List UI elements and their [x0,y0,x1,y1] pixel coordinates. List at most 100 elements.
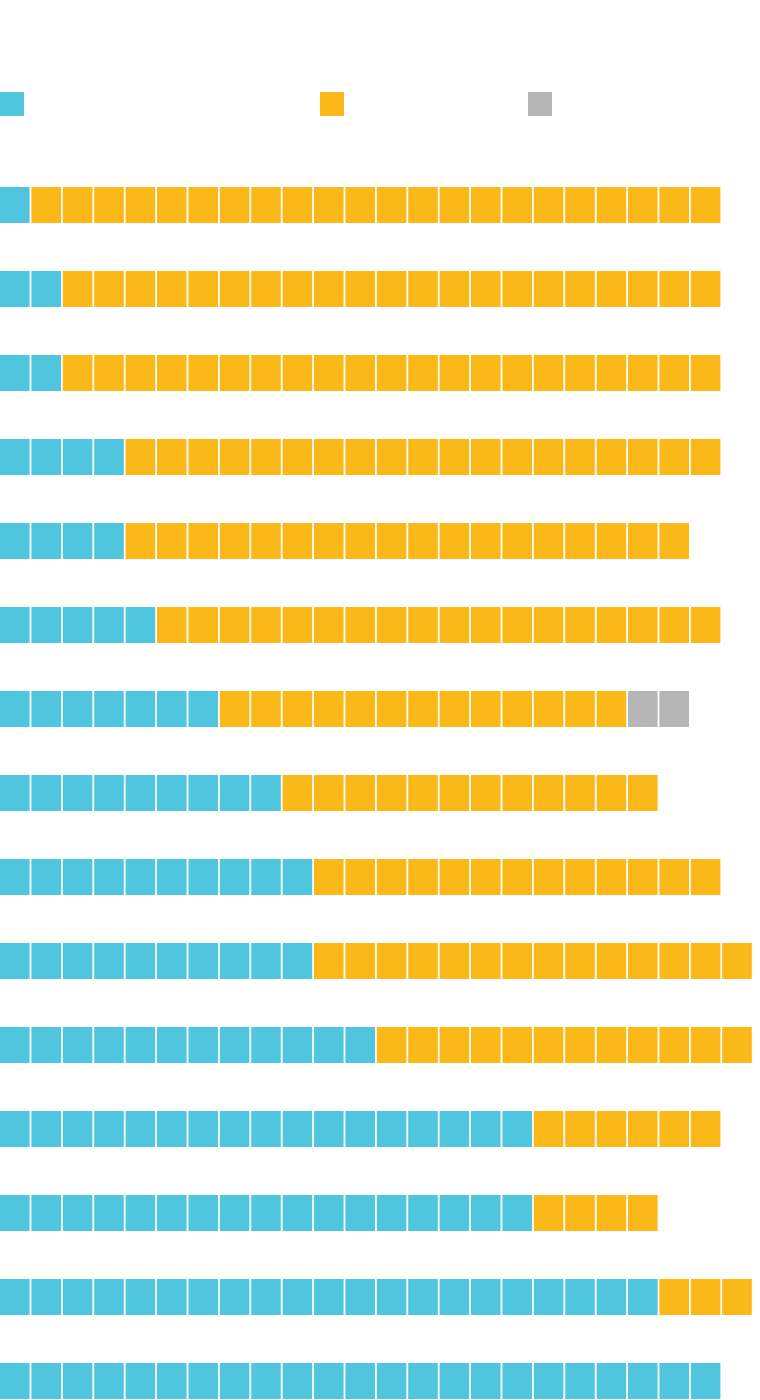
waffle-square-series_b [251,607,281,643]
waffle-square-series_b [408,187,438,223]
waffle-square-series_b [282,775,313,811]
waffle-square-series_b [565,691,595,727]
waffle-square-series_b [157,271,187,307]
waffle-square-series_a [314,1195,344,1231]
waffle-square-series_a [345,1027,375,1063]
waffle-square-series_a [94,523,124,559]
waffle-square-series_a [282,943,313,979]
waffle-square-series_a [31,439,61,475]
waffle-square-series_a [0,1279,30,1315]
waffle-square-series_a [94,1027,124,1063]
waffle-square-series_b [251,271,281,307]
waffle-square-series_b [502,943,532,979]
waffle-square-series_a [282,1195,313,1231]
waffle-square-series_b [439,1027,470,1063]
waffle-square-series_b [314,775,344,811]
waffle-square-series_b [659,943,689,979]
waffle-square-series_b [471,607,501,643]
waffle-square-series_b [282,607,313,643]
waffle-square-series_b [314,523,344,559]
waffle-square-series_b [345,523,375,559]
waffle-square-series_a [282,1027,313,1063]
waffle-square-series_b [565,1027,595,1063]
waffle-square-series_b [439,775,470,811]
waffle-square-series_a [596,1279,627,1315]
waffle-square-series_b [690,1027,721,1063]
waffle-square-series_b [659,439,689,475]
waffle-square-series_b [690,1111,721,1147]
waffle-square-series_c [628,691,658,727]
waffle-square-series_b [439,607,470,643]
waffle-square-series_a [219,859,250,895]
waffle-square-series_b [690,1279,721,1315]
waffle-square-series_a [157,1195,187,1231]
waffle-square-series_b [188,523,218,559]
chart-row [0,1027,752,1063]
waffle-square-series_b [533,1195,564,1231]
waffle-square-series_a [188,1279,218,1315]
waffle-square-series_b [628,607,658,643]
waffle-square-series_a [125,1279,156,1315]
waffle-square-series_b [533,775,564,811]
waffle-square-series_b [596,607,627,643]
waffle-square-series_b [439,859,470,895]
waffle-square-series_b [690,187,721,223]
waffle-square-series_b [219,187,250,223]
waffle-square-series_a [376,1195,407,1231]
waffle-square-series_b [345,271,375,307]
waffle-square-series_b [690,271,721,307]
waffle-square-series_a [0,1111,30,1147]
waffle-square-series_b [596,355,627,391]
waffle-square-series_a [345,1195,375,1231]
waffle-square-series_a [219,1195,250,1231]
waffle-square-series_a [282,1279,313,1315]
waffle-square-series_a [62,1027,93,1063]
waffle-square-series_b [345,355,375,391]
waffle-square-series_a [345,1111,375,1147]
waffle-square-series_b [628,355,658,391]
waffle-square-series_a [439,1111,470,1147]
waffle-square-series_a [31,1279,61,1315]
waffle-square-series_b [659,355,689,391]
waffle-square-series_a [31,1111,61,1147]
waffle-square-series_a [0,943,30,979]
chart-row [0,355,721,391]
waffle-square-series_a [62,523,93,559]
waffle-square-series_a [0,607,30,643]
waffle-square-series_b [471,271,501,307]
waffle-square-series_b [565,1111,595,1147]
waffle-square-series_b [533,187,564,223]
waffle-square-series_a [62,1279,93,1315]
waffle-square-series_a [0,859,30,895]
waffle-square-series_a [282,859,313,895]
waffle-square-series_b [596,187,627,223]
waffle-square-series_b [408,943,438,979]
waffle-square-series_b [628,943,658,979]
waffle-square-series_b [628,1027,658,1063]
waffle-square-series_b [659,1111,689,1147]
waffle-square-series_b [345,775,375,811]
waffle-square-series_a [0,775,30,811]
waffle-square-series_a [219,943,250,979]
waffle-square-series_b [659,859,689,895]
waffle-square-series_a [62,439,93,475]
waffle-square-series_a [31,523,61,559]
waffle-square-series_b [376,859,407,895]
waffle-square-series_b [94,271,124,307]
waffle-square-series_b [533,1111,564,1147]
waffle-square-series_a [125,943,156,979]
waffle-square-series_b [125,523,156,559]
waffle-square-series_a [125,691,156,727]
waffle-square-series_b [125,439,156,475]
waffle-square-series_a [219,1279,250,1315]
waffle-square-series_a [62,1111,93,1147]
waffle-square-series_b [219,523,250,559]
waffle-square-series_a [188,1195,218,1231]
chart-row [0,271,721,307]
waffle-square-series_a [0,271,30,307]
waffle-square-series_a [0,1363,30,1399]
waffle-square-series_b [408,859,438,895]
waffle-square-series_b [314,859,344,895]
waffle-square-series_a [219,775,250,811]
